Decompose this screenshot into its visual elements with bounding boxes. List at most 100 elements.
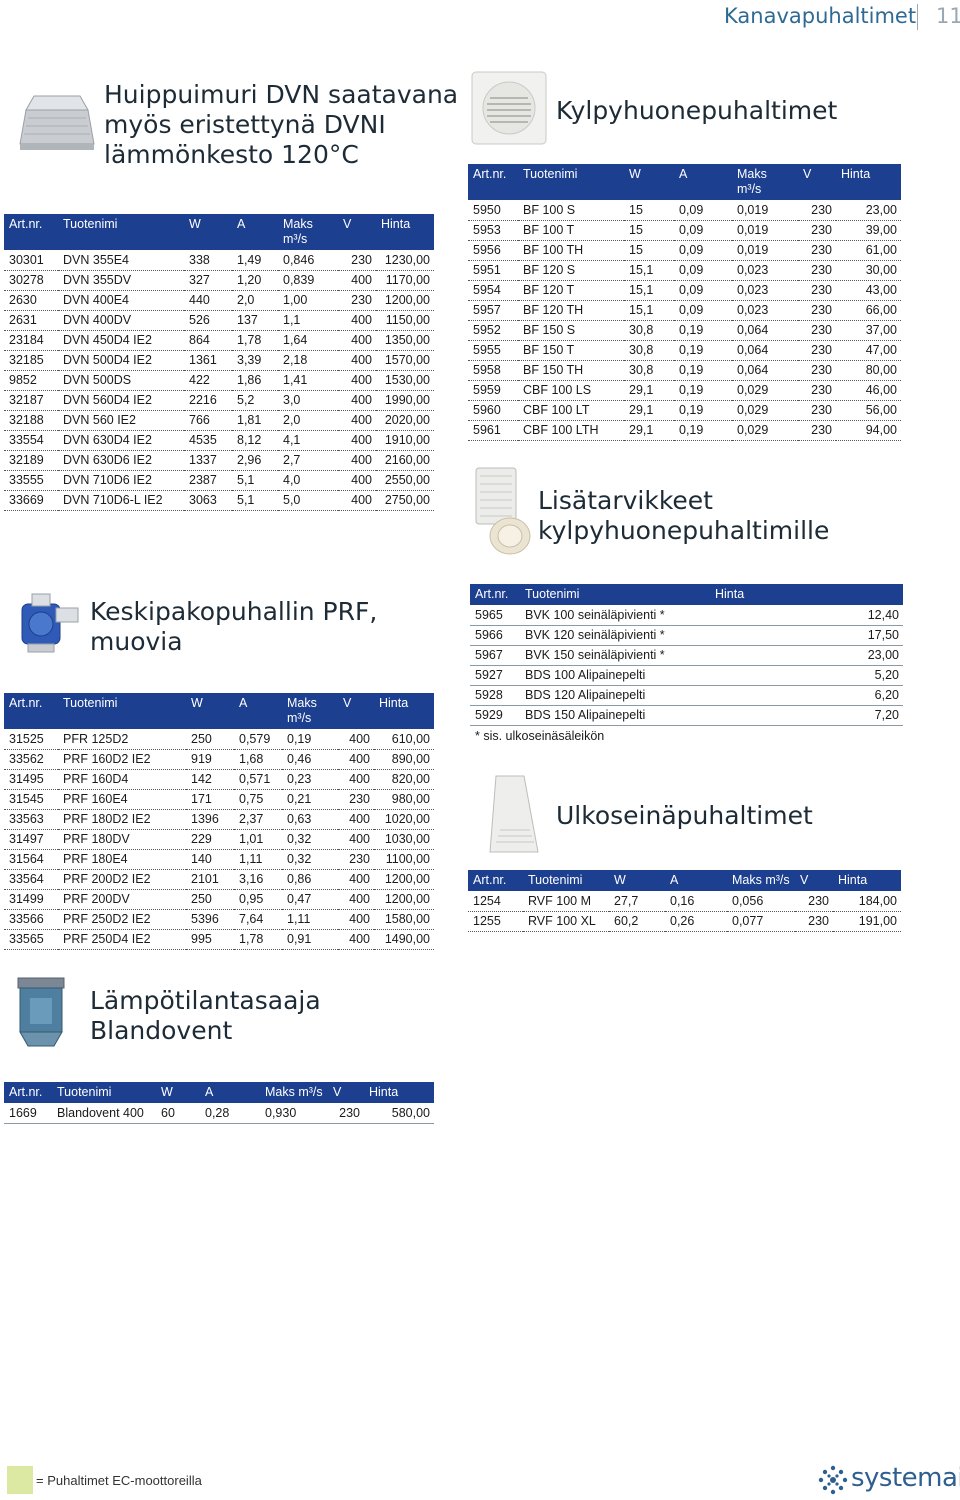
table-cell: 1255 (468, 911, 523, 932)
table-cell: 32188 (4, 410, 58, 431)
table-cell: 400 (338, 490, 376, 511)
table-cell: 1570,00 (376, 350, 434, 371)
table-cell: 15 (624, 200, 674, 221)
table-cell: 229 (186, 829, 234, 850)
column-header: W (186, 693, 234, 729)
table-cell: 3,16 (234, 869, 282, 890)
table-cell: 0,21 (282, 789, 338, 810)
table-cell: 23184 (4, 330, 58, 351)
table-cell: 919 (186, 749, 234, 770)
table-cell: 2020,00 (376, 410, 434, 431)
table-cell: 580,00 (364, 1103, 434, 1124)
table-cell: DVN 355DV (58, 270, 184, 291)
table-cell: 5,0 (278, 490, 338, 511)
table-row: 32187 DVN 560D4 IE2 2216 5,2 3,0 400 1990,00 (4, 390, 434, 411)
table-cell: 12,40 (710, 605, 903, 626)
table-cell: 184,00 (833, 891, 901, 912)
table-cell: 230 (798, 340, 836, 361)
column-header: Maks m³/s (732, 164, 798, 200)
table-cell: 230 (798, 220, 836, 241)
table-cell: 230 (795, 911, 833, 932)
table-cell: 2,0 (232, 290, 278, 311)
wall-fan-image (489, 775, 539, 853)
table-cell: 2160,00 (376, 450, 434, 471)
table-cell: 230 (798, 400, 836, 421)
table-cell: 5950 (468, 200, 518, 221)
table-cell: 230 (338, 250, 376, 271)
table-cell: 30,00 (836, 260, 901, 281)
column-header: Hinta (833, 870, 901, 891)
table-cell: 0,019 (732, 200, 798, 221)
column-header: Hinta (376, 214, 434, 250)
table-cell: BVK 100 seinäläpivienti * (520, 605, 710, 626)
table-cell: 5928 (470, 685, 520, 706)
table-cell: 526 (184, 310, 232, 331)
table-cell: PFR 125D2 (58, 729, 186, 750)
table-cell: 0,09 (674, 280, 732, 301)
table-cell: 0,09 (674, 300, 732, 321)
table-cell: 400 (338, 929, 374, 950)
table-cell: 33563 (4, 809, 58, 830)
table-cell: 31525 (4, 729, 58, 750)
table-cell: 31495 (4, 769, 58, 790)
table-cell: 31497 (4, 829, 58, 850)
column-header: Art.nr. (468, 164, 518, 200)
table-row: 31495 PRF 160D4 142 0,571 0,23 400 820,00 (4, 769, 434, 790)
table-cell: 0,579 (234, 729, 282, 750)
table-cell: 142 (186, 769, 234, 790)
table-cell: BF 150 S (518, 320, 624, 341)
table-cell: 33562 (4, 749, 58, 770)
table-cell: 0,064 (732, 320, 798, 341)
column-header: A (674, 164, 732, 200)
table-cell: 23,00 (710, 645, 903, 666)
table-cell: 5960 (468, 400, 518, 421)
table-cell: 0,91 (282, 929, 338, 950)
table-cell: 1,11 (234, 849, 282, 870)
table-cell: 94,00 (836, 420, 901, 441)
table-cell: 1200,00 (374, 889, 434, 910)
column-header: Art.nr. (4, 1082, 52, 1103)
table-cell: 0,571 (234, 769, 282, 790)
column-header: Art.nr. (468, 870, 523, 891)
table-cell: PRF 180DV (58, 829, 186, 850)
table-cell: 33566 (4, 909, 58, 930)
table-cell: 400 (338, 330, 376, 351)
table-cell: 0,75 (234, 789, 282, 810)
table-cell: 1396 (186, 809, 234, 830)
table-cell: Blandovent 400 (52, 1103, 156, 1124)
table-cell: 400 (338, 470, 376, 491)
table-cell: 1,00 (278, 290, 338, 311)
table-cell: 2101 (186, 869, 234, 890)
table-cell: 1,49 (232, 250, 278, 271)
table-row: 23184 DVN 450D4 IE2 864 1,78 1,64 400 1350,00 (4, 330, 434, 351)
table-cell: BF 120 T (518, 280, 624, 301)
table-cell: 820,00 (374, 769, 434, 790)
table-cell: 0,023 (732, 260, 798, 281)
table-cell: 0,19 (674, 400, 732, 421)
table-row: 2631 DVN 400DV 526 137 1,1 400 1150,00 (4, 310, 434, 331)
table-cell: 4535 (184, 430, 232, 451)
table-cell: 32185 (4, 350, 58, 371)
logo-dots-icon (818, 1465, 848, 1495)
table-cell: 1,01 (234, 829, 282, 850)
table-cell: BF 100 S (518, 200, 624, 221)
prf-title: Keskipakopuhallin PRF, muovia (90, 597, 378, 656)
table-cell: 1030,00 (374, 829, 434, 850)
table-cell: 0,26 (665, 911, 727, 932)
table-cell: 30301 (4, 250, 58, 271)
table-cell: 1337 (184, 450, 232, 471)
table-cell: 1669 (4, 1103, 52, 1124)
header-divider (917, 4, 918, 30)
table-row: 32189 DVN 630D6 IE2 1337 2,96 2,7 400 2160,00 (4, 450, 434, 471)
table-cell: 250 (186, 729, 234, 750)
table-cell: DVN 400DV (58, 310, 184, 331)
table-cell: 60,2 (609, 911, 665, 932)
table-cell: 0,09 (674, 240, 732, 261)
table-cell: 0,064 (732, 360, 798, 381)
table-cell: 230 (798, 420, 836, 441)
table-row: 31499 PRF 200DV 250 0,95 0,47 400 1200,00 (4, 889, 434, 910)
table-cell: 0,47 (282, 889, 338, 910)
table-cell: 230 (798, 200, 836, 221)
table-cell: 0,95 (234, 889, 282, 910)
table-cell: 400 (338, 370, 376, 391)
